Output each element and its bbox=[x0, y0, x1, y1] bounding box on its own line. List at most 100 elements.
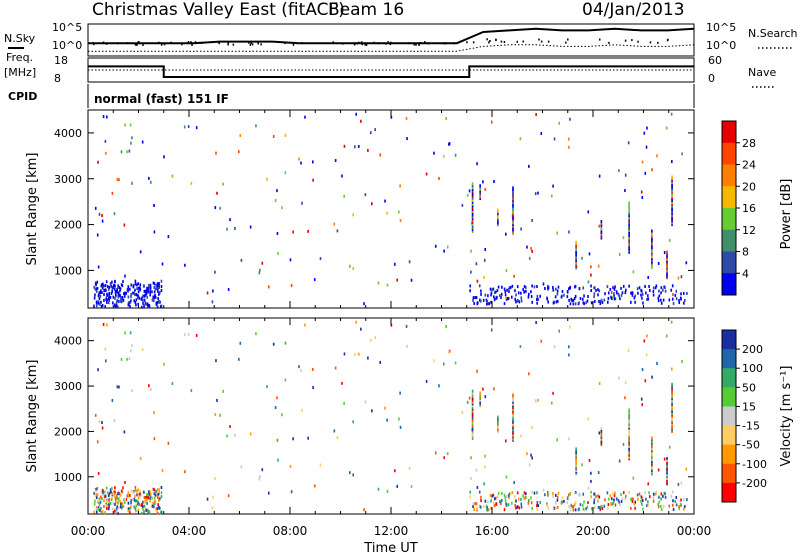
y-tick-label: 1000 bbox=[54, 471, 82, 484]
echo-pixel bbox=[267, 491, 270, 495]
echo-pixel bbox=[630, 497, 632, 501]
echo-pixel bbox=[292, 230, 294, 234]
echo-pixel bbox=[130, 283, 133, 287]
noise-spike bbox=[358, 41, 360, 44]
echo-pixel bbox=[119, 500, 121, 504]
echo-pixel bbox=[662, 504, 665, 508]
echo-pixel bbox=[554, 295, 557, 299]
echo-pixel bbox=[259, 475, 261, 479]
echo-pixel bbox=[570, 297, 573, 301]
colorbar-cell bbox=[722, 208, 736, 231]
echo-pixel bbox=[628, 238, 630, 242]
echo-pixel bbox=[628, 430, 630, 434]
echo-pixel bbox=[552, 285, 554, 289]
echo-pixel bbox=[112, 501, 115, 505]
echo-pixel bbox=[229, 218, 231, 222]
echo-pixel bbox=[151, 290, 153, 294]
echo-pixel bbox=[298, 365, 300, 369]
echo-pixel bbox=[671, 201, 673, 205]
echo-pixel bbox=[621, 291, 624, 295]
echo-pixel bbox=[512, 230, 514, 234]
echo-pixel bbox=[648, 288, 651, 292]
echo-pixel bbox=[333, 429, 336, 433]
echo-pixel bbox=[496, 289, 499, 293]
echo-pixel bbox=[522, 494, 524, 498]
echo-pixel bbox=[130, 505, 132, 509]
echo-pixel bbox=[550, 194, 553, 198]
station-title: Christmas Valley East (fitACF) bbox=[92, 0, 345, 20]
echo-pixel bbox=[645, 145, 648, 149]
echo-pixel bbox=[651, 447, 653, 451]
echo-pixel bbox=[131, 344, 133, 348]
echo-pixel bbox=[117, 294, 120, 298]
echo-pixel bbox=[493, 497, 496, 501]
echo-pixel bbox=[124, 274, 126, 278]
echo-pixel bbox=[471, 431, 474, 435]
freq-unit: [MHz] bbox=[4, 66, 36, 79]
echo-pixel bbox=[116, 505, 119, 509]
echo-pixel bbox=[531, 249, 533, 253]
echo-pixel bbox=[97, 368, 99, 372]
echo-pixel bbox=[647, 276, 650, 280]
echo-pixel bbox=[471, 418, 474, 422]
echo-pixel bbox=[154, 295, 157, 299]
echo-pixel bbox=[135, 303, 137, 307]
echo-pixel bbox=[470, 476, 472, 480]
echo-pixel bbox=[587, 486, 590, 490]
echo-pixel bbox=[101, 304, 104, 308]
echo-pixel bbox=[569, 492, 571, 496]
echo-pixel bbox=[644, 379, 647, 383]
echo-pixel bbox=[129, 287, 131, 291]
colorbar-cell bbox=[722, 349, 736, 369]
echo-pixel bbox=[566, 501, 569, 505]
echo-pixel bbox=[671, 390, 673, 394]
echo-pixel bbox=[614, 503, 617, 507]
echo-pixel bbox=[558, 329, 561, 333]
echo-pixel bbox=[680, 481, 683, 485]
echo-pixel bbox=[343, 144, 346, 148]
echo-pixel bbox=[96, 493, 99, 497]
echo-pixel bbox=[509, 286, 512, 290]
noise-spike bbox=[163, 43, 166, 46]
echo-pixel bbox=[597, 499, 599, 503]
echo-pixel bbox=[239, 134, 242, 138]
echo-pixel bbox=[672, 301, 675, 305]
echo-pixel bbox=[557, 285, 560, 289]
echo-pixel bbox=[126, 150, 128, 154]
echo-pixel bbox=[552, 288, 555, 292]
echo-pixel bbox=[471, 187, 474, 191]
echo-pixel bbox=[137, 282, 139, 286]
echo-pixel bbox=[118, 385, 120, 389]
echo-pixel bbox=[145, 498, 148, 502]
echo-pixel bbox=[141, 296, 143, 300]
echo-pixel bbox=[157, 490, 159, 494]
echo-pixel bbox=[281, 206, 283, 210]
echo-pixel bbox=[670, 494, 673, 498]
echo-pixel bbox=[512, 413, 514, 417]
echo-pixel bbox=[261, 468, 264, 472]
echo-pixel bbox=[671, 217, 673, 221]
echo-pixel bbox=[666, 276, 668, 280]
echo-pixel bbox=[547, 493, 549, 497]
noise-spike bbox=[649, 41, 652, 44]
echo-pixel bbox=[146, 501, 148, 505]
echo-pixel bbox=[113, 419, 116, 423]
echo-pixel bbox=[640, 190, 643, 194]
echo-pixel bbox=[95, 496, 98, 500]
echo-pixel bbox=[500, 502, 502, 506]
echo-pixel bbox=[671, 400, 673, 404]
echo-pixel bbox=[476, 485, 479, 489]
echo-pixel bbox=[255, 124, 257, 128]
echo-pixel bbox=[479, 395, 481, 399]
echo-pixel bbox=[574, 294, 577, 298]
echo-pixel bbox=[130, 499, 132, 503]
echo-pixel bbox=[528, 372, 530, 376]
echo-pixel bbox=[671, 404, 673, 408]
echo-pixel bbox=[520, 505, 523, 509]
echo-pixel bbox=[479, 186, 481, 190]
echo-pixel bbox=[651, 238, 653, 242]
echo-pixel bbox=[613, 292, 615, 296]
echo-pixel bbox=[574, 508, 577, 512]
echo-pixel bbox=[671, 221, 673, 225]
echo-pixel bbox=[352, 213, 354, 217]
